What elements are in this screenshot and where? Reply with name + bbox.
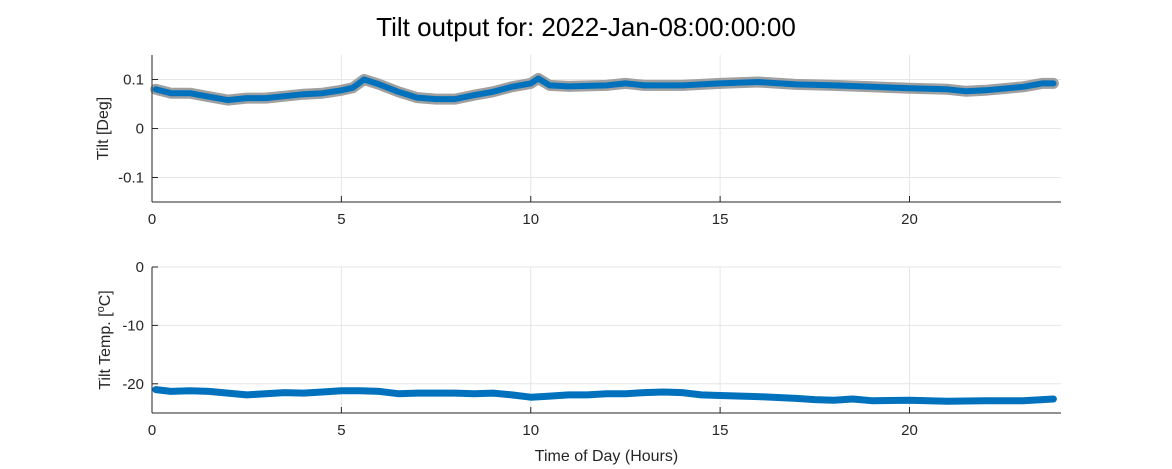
- y-axis-label: Tilt Temp. [oC]: [95, 290, 114, 389]
- temperature-panel: 0 5 10 15 20 -20 -10 0 Tilt Temp. [oC] Time of Da…: [95, 259, 1061, 465]
- x-tick-label: 5: [337, 422, 345, 439]
- y-tick-label: -20: [122, 376, 144, 393]
- x-tick-label: 20: [901, 422, 918, 439]
- y-tick-label: -10: [122, 317, 144, 334]
- x-tick-label: 0: [148, 422, 156, 439]
- y-tick-label: 0.1: [123, 72, 144, 89]
- x-tick-label: 0: [148, 211, 156, 228]
- x-tick-label: 15: [712, 211, 729, 228]
- y-tick-label: 0: [136, 259, 144, 276]
- x-tick-label: 5: [337, 211, 345, 228]
- tilt-panel: 0 5 10 15 20 -0.1 0 0.1 Tilt [Deg]: [95, 55, 1061, 228]
- series-line: [152, 386, 1057, 405]
- x-tick-label: 10: [522, 211, 539, 228]
- x-tick-label: 20: [901, 211, 918, 228]
- y-tick-label: -0.1: [118, 170, 144, 187]
- chart-title: Tilt output for: 2022-Jan-08:00:00:00: [376, 12, 796, 42]
- x-tick-label: 15: [712, 422, 729, 439]
- x-tick-label: 10: [522, 422, 539, 439]
- y-tick-label: 0: [136, 121, 144, 138]
- y-axis-label: Tilt [Deg]: [95, 97, 112, 160]
- x-axis-label: Time of Day (Hours): [535, 448, 678, 465]
- series-line: [152, 75, 1057, 104]
